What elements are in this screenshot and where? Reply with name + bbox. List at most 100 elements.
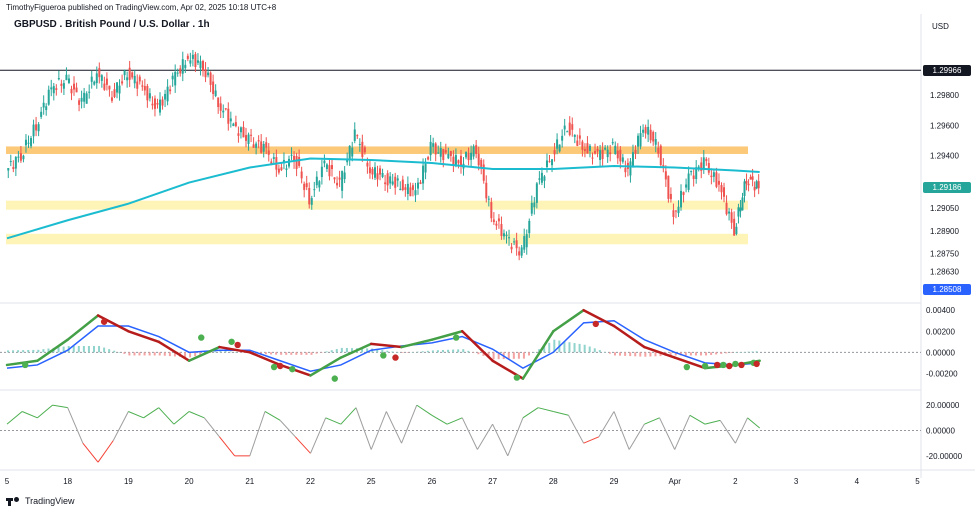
candle-body (95, 73, 98, 84)
candle-body (75, 87, 78, 93)
candle-body (614, 145, 617, 154)
macd-cross-up-marker (452, 334, 460, 341)
candle-body (394, 176, 397, 188)
macd-line-segment (248, 351, 282, 367)
macd-histogram-bar (82, 346, 85, 353)
candle-body (237, 133, 240, 136)
candle-body (561, 135, 564, 141)
candle-body (429, 141, 432, 156)
macd-histogram-bar (47, 348, 50, 353)
candle-body (45, 106, 48, 111)
macd-cross-down-marker (713, 361, 721, 369)
candle-body (563, 125, 566, 130)
candle-body (700, 162, 703, 171)
candle-body (32, 124, 35, 137)
macd-cross-down-marker (276, 362, 284, 370)
candle-body (434, 143, 437, 155)
candle-body (171, 75, 174, 80)
macd-histogram-bar (421, 351, 424, 353)
macd-histogram-bar (654, 352, 657, 357)
candle-body (300, 171, 303, 179)
candle-body (376, 173, 379, 180)
brand-label: TradingView (25, 496, 75, 506)
macd-cross-down-marker (592, 320, 599, 328)
oscillator-segment (659, 417, 676, 450)
macd-histogram-bar (153, 352, 156, 356)
macd-histogram-bar (629, 352, 632, 357)
oscillator-segment (52, 404, 68, 409)
candle-body (495, 223, 498, 226)
candle-body (749, 176, 752, 180)
candle-body (252, 144, 255, 148)
macd-cross-up-marker (228, 338, 235, 345)
macd-histogram-bar (22, 350, 25, 353)
macd-cross-down-marker (234, 341, 241, 349)
macd-histogram-bar (674, 352, 677, 356)
candle-body (401, 179, 404, 190)
macd-histogram-bar (163, 352, 166, 356)
candle-body (126, 77, 129, 81)
time-tick-label: 4 (855, 477, 860, 486)
oscillator-segment (719, 420, 736, 444)
candle-body (581, 141, 584, 150)
macd-histogram-bar (72, 346, 75, 353)
candle-body (652, 131, 655, 142)
macd-histogram-bar (644, 352, 647, 357)
candle-body (209, 72, 212, 85)
candle-body (485, 182, 488, 199)
candle-body (343, 172, 346, 180)
candle-body (267, 150, 270, 155)
candle-body (37, 124, 40, 132)
candle-body (169, 89, 172, 92)
candle-body (379, 168, 382, 175)
candle-body (110, 97, 113, 101)
macd-histogram-bar (57, 347, 60, 353)
macd-histogram-bar (396, 352, 399, 353)
candle-body (118, 85, 121, 94)
oscillator-segment (644, 417, 660, 425)
macd-line-segment (187, 345, 221, 362)
candle-body (232, 123, 235, 127)
oscillator-segment (279, 420, 296, 438)
publisher-attribution: TimothyFigueroa published on TradingView… (6, 3, 277, 12)
candle-body (384, 182, 387, 185)
candle-body (533, 202, 536, 208)
macd-histogram-bar (315, 352, 318, 354)
candle-body (583, 149, 586, 152)
macd-histogram-bar (27, 350, 30, 353)
candle-body (649, 129, 652, 141)
candle-body (159, 99, 162, 113)
candle-body (558, 144, 561, 152)
candle-body (333, 177, 336, 180)
candle-body (381, 173, 384, 177)
oscillator-tick-label: -20.00000 (926, 452, 963, 461)
candle-body (308, 187, 311, 205)
candle-body (116, 82, 119, 93)
macd-cross-down-marker (738, 361, 745, 369)
candle-body (492, 219, 495, 223)
candle-body (556, 139, 559, 149)
macd-histogram-bar (98, 346, 101, 353)
candle-body (73, 83, 76, 90)
macd-histogram-bar (366, 348, 369, 353)
macd-tick-label: 0.00000 (926, 348, 955, 357)
macd-histogram-bar (259, 352, 262, 354)
candle-body (525, 234, 528, 248)
candle-body (528, 220, 531, 234)
oscillator-segment (461, 417, 478, 450)
macd-line-segment (400, 338, 434, 349)
candle-body (717, 180, 720, 185)
macd-histogram-bar (194, 352, 197, 357)
candle-body (67, 78, 70, 83)
candle-body (219, 103, 222, 111)
macd-histogram-bar (189, 352, 192, 358)
time-tick-label: 27 (488, 477, 497, 486)
candle-body (639, 133, 642, 147)
macd-histogram-bar (411, 352, 414, 353)
macd-histogram-bar (426, 350, 429, 353)
oscillator-segment (628, 423, 645, 450)
oscillator-segment (128, 411, 144, 419)
macd-line-segment (309, 356, 343, 377)
candle-body (621, 157, 624, 162)
